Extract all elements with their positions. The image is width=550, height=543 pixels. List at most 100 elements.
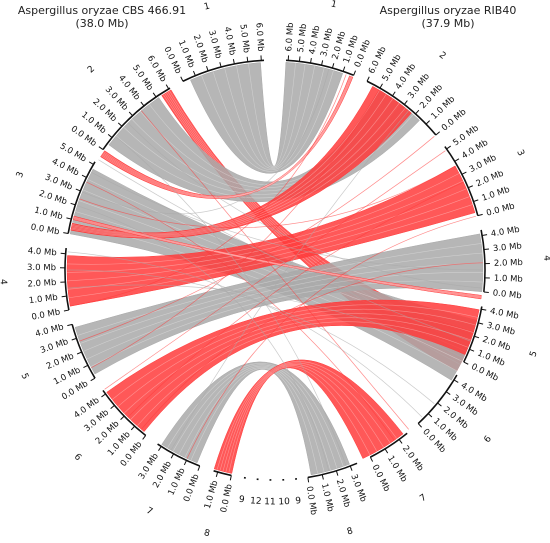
ribbon-fill <box>66 165 476 307</box>
chromosome-axis <box>463 306 483 363</box>
ribbon-stripe <box>71 98 394 236</box>
left-genome-size: (38.0 Mb) <box>75 17 129 30</box>
axis-tick <box>403 100 408 105</box>
axis-tick <box>353 70 357 76</box>
axis-tick <box>335 470 339 476</box>
axis-tick <box>140 101 145 107</box>
axis-tick <box>331 63 335 69</box>
ribbon-fill <box>70 86 412 239</box>
axis-tick <box>298 56 301 62</box>
tick-label: 1.0 Mb <box>481 185 512 204</box>
thin-link <box>127 181 464 418</box>
axis-tick <box>130 425 135 431</box>
chromosome-label: 12 <box>250 496 262 507</box>
chromosome-axis <box>307 462 358 479</box>
chromosome-axis <box>285 59 354 77</box>
axis-tick <box>461 171 467 175</box>
axis-tick <box>349 465 353 471</box>
chromosome-label: 6 <box>72 452 83 463</box>
ribbon-stripe <box>102 76 352 198</box>
axis-tick <box>342 66 346 72</box>
ribbon-stripe <box>71 90 380 234</box>
chromosome-axis <box>480 229 486 293</box>
tick-label: 3.0 Mb <box>486 321 517 338</box>
tick-label: 1.0 Mb <box>385 454 409 484</box>
axis-tick <box>67 323 73 327</box>
synteny-ribbon <box>72 215 482 300</box>
thin-link <box>82 68 330 215</box>
thin-link <box>98 159 471 342</box>
ribbon-stripe <box>67 173 460 265</box>
axis-tick <box>415 109 420 115</box>
axis-tick <box>392 91 396 97</box>
chromosome-label: 8 <box>346 526 355 537</box>
thin-link <box>79 136 435 342</box>
ribbon-stripe <box>248 62 296 167</box>
ribbon-stripe <box>167 363 344 467</box>
tick-label: 3.0 Mb <box>39 337 70 356</box>
axis-tick <box>180 76 184 82</box>
axis-tick <box>445 391 451 395</box>
axis-tick <box>107 134 113 138</box>
axis-tick <box>98 146 104 150</box>
synteny-links <box>66 62 484 476</box>
axis-tick <box>310 58 312 64</box>
tick-label: 6.0 Mb <box>253 22 265 52</box>
axis-tick <box>128 111 133 117</box>
tick-label: 4.0 Mb <box>308 25 323 55</box>
ribbon-stripe <box>201 70 334 172</box>
ribbon-fill <box>161 361 350 476</box>
thin-link <box>104 150 446 390</box>
axis-tick <box>152 92 157 98</box>
tick-label: 4.0 Mb <box>489 306 519 321</box>
chromosome-label: 8 <box>203 528 211 539</box>
ribbon-stripe <box>117 308 476 407</box>
ribbon-stripe <box>184 367 325 473</box>
chromosome-label: 5 <box>529 350 540 359</box>
axis-tick <box>474 335 480 339</box>
axis-tick <box>61 295 67 298</box>
axis-tick <box>469 348 475 352</box>
axis-tick <box>232 58 235 65</box>
thin-link <box>86 181 395 441</box>
ribbon-stripe <box>222 364 384 472</box>
chromosome-sector: 9 <box>295 478 302 507</box>
ribbon-fill <box>106 299 480 433</box>
chromosome-label: 9 <box>295 496 302 507</box>
chromosome-label: 3 <box>15 170 26 179</box>
axis-tick <box>417 423 422 428</box>
synteny-ribbon <box>213 359 404 474</box>
axis-tick <box>70 202 76 206</box>
axis-tick <box>66 217 72 220</box>
axis-tick <box>101 393 106 398</box>
axis-tick <box>192 70 196 76</box>
chromosome-axis <box>213 470 232 477</box>
tick-label: 4.0 Mb <box>222 26 237 56</box>
ribbon-stripe <box>236 64 306 168</box>
synteny-ribbon <box>100 75 354 199</box>
axis-tick <box>142 435 147 440</box>
chromosome-label: 2 <box>86 64 97 75</box>
ribbon-stripe <box>73 218 482 299</box>
axis-tick <box>90 377 96 382</box>
axis-tick <box>206 66 209 72</box>
chromosome-label: 2 <box>437 50 448 61</box>
axis-tick <box>384 448 389 454</box>
ribbon-stripe <box>73 217 482 298</box>
axis-tick <box>63 309 69 312</box>
thin-link <box>77 205 330 472</box>
axis-tick <box>366 76 370 82</box>
synteny-ribbon <box>190 62 344 174</box>
ribbon-stripe <box>190 368 318 474</box>
chromosome-label: 6 <box>483 434 495 445</box>
axis-tick <box>446 145 451 150</box>
synteny-ribbon <box>66 165 476 307</box>
ribbon-stripe <box>172 364 338 469</box>
chromosome-label: 1 <box>203 2 211 13</box>
ribbon-stripe <box>178 365 331 471</box>
chromosome-axis <box>102 389 147 437</box>
chromosome-sector: 12 <box>250 478 262 507</box>
tick-label: 3.0 Mb <box>43 172 74 192</box>
axis-tick <box>369 456 374 462</box>
tick-label: 1.0 Mb <box>33 205 64 222</box>
